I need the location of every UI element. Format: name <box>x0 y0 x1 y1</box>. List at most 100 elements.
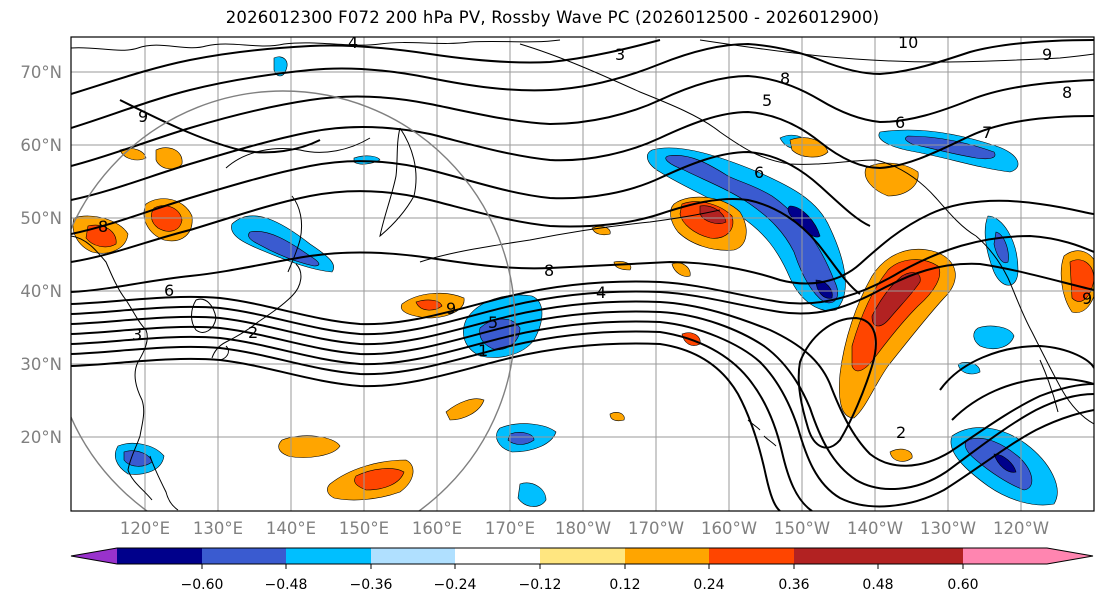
pv-contours <box>71 39 1094 511</box>
lat-label: 50°N <box>20 209 62 228</box>
coastline-okhotsk <box>225 137 371 169</box>
contour-label: 7 <box>982 123 992 142</box>
coastline-sakhalin <box>287 195 303 273</box>
contour-label: 6 <box>895 113 905 132</box>
contour-label: 8 <box>544 261 554 280</box>
neg-anomaly-blob <box>957 362 981 375</box>
colorbar-ticks <box>201 564 964 569</box>
pv-contour-line <box>71 199 1094 293</box>
contour-label: 8 <box>98 217 108 236</box>
pv-contour-line <box>951 376 1094 421</box>
contour-label: 2 <box>248 323 258 342</box>
contour-label: 9 <box>1042 45 1052 64</box>
colorbar-tick-label: −0.24 <box>434 577 477 593</box>
lon-label: 130°E <box>193 519 243 538</box>
contour-label: 6 <box>164 281 174 300</box>
colorbar-outline <box>70 547 1094 565</box>
colorbar-segment <box>709 548 794 564</box>
map-title: 2026012300 F072 200 hPa PV, Rossby Wave … <box>225 8 880 27</box>
coastline-aleutians <box>419 209 721 263</box>
pos-anomaly-blob <box>871 272 921 327</box>
longitude-labels: 120°E 130°E 140°E 150°E 160°E 170°E 180°… <box>120 519 1049 538</box>
lon-label: 140°E <box>266 519 316 538</box>
pos-anomaly-blob <box>155 147 183 170</box>
contour-label: 4 <box>596 283 606 302</box>
lat-label: 70°N <box>20 63 62 82</box>
contour-label: 4 <box>348 33 358 52</box>
colorbar-segment <box>117 548 202 564</box>
pos-anomaly-blob <box>445 398 485 421</box>
pos-anomaly-blob <box>889 448 913 462</box>
contour-label: 10 <box>898 33 918 52</box>
lon-label: 160°W <box>701 519 757 538</box>
lon-label: 180°W <box>555 519 611 538</box>
coastline-japan <box>211 263 302 359</box>
contour-label: 5 <box>762 91 772 110</box>
lat-label: 20°N <box>20 428 62 447</box>
pos-anomaly-blob <box>415 299 443 311</box>
colorbar-segment <box>794 548 878 564</box>
pv-contour-line <box>71 110 1094 201</box>
contour-label: 3 <box>615 45 625 64</box>
neg-anomaly-blob <box>905 135 996 160</box>
lon-label: 140°W <box>847 519 903 538</box>
latitude-labels: 70°N 60°N 50°N 40°N 30°N 20°N <box>20 63 62 447</box>
colorbar-tick-label: −0.36 <box>350 577 393 593</box>
contour-label: 1 <box>478 341 488 360</box>
map-border <box>70 36 1095 512</box>
contour-label: 9 <box>138 107 148 126</box>
pos-anomaly-blob <box>671 262 691 277</box>
lon-label: 150°W <box>774 519 830 538</box>
pos-anomaly-blob <box>354 468 405 491</box>
lon-label: 160°E <box>412 519 462 538</box>
contour-labels: 4 3 10 8 5 9 6 7 8 9 6 8 4 9 5 1 2 6 3 2… <box>98 33 1092 442</box>
pv-contour-line <box>71 39 1094 129</box>
pv-contour-line <box>71 262 1094 336</box>
contour-label: 5 <box>488 313 498 332</box>
neg-anomaly-blob <box>517 482 547 507</box>
lon-label: 120°W <box>993 519 1049 538</box>
colorbar-tick-label: 0.24 <box>693 577 724 593</box>
coastline-korea <box>191 298 217 333</box>
pv-contour-line <box>71 300 1094 467</box>
pos-anomaly-blob <box>789 137 829 158</box>
lat-label: 60°N <box>20 136 62 155</box>
pc-anomaly-fills <box>72 56 1094 507</box>
pv-contour-line <box>71 330 813 511</box>
colorbar-segment <box>286 548 371 564</box>
colorbar: −0.60 −0.48 −0.36 −0.24 −0.12 0.12 0.24 … <box>70 547 1094 593</box>
coastline-alaska <box>519 43 977 237</box>
colorbar-segment <box>455 548 540 564</box>
contour-label: 8 <box>1062 83 1072 102</box>
colorbar-segment <box>540 548 625 564</box>
coastline-philippines <box>149 455 179 511</box>
lon-label: 120°E <box>120 519 170 538</box>
pv-contour-line <box>71 234 1094 326</box>
pv-contour-line <box>71 320 1094 508</box>
pv-contour-line <box>939 344 1094 391</box>
colorbar-tick-label: −0.12 <box>519 577 562 593</box>
lon-label: 150°E <box>339 519 389 538</box>
colorbar-tick-label: 0.36 <box>778 577 809 593</box>
great-circle <box>71 90 516 511</box>
neg-anomaly-blob <box>993 453 1017 473</box>
pos-anomaly-blob <box>609 412 625 422</box>
colorbar-tick-label: 0.48 <box>862 577 893 593</box>
lon-label: 170°E <box>485 519 535 538</box>
coastline-hawaii <box>747 419 777 447</box>
coastline-na-west <box>975 235 1094 425</box>
pv-contour-line <box>71 39 661 95</box>
colorbar-tick-label: 0.12 <box>609 577 640 593</box>
coastline-alaska-north <box>699 39 1094 63</box>
pv-contour-line <box>71 310 1094 490</box>
colorbar-tick-label: −0.48 <box>265 577 308 593</box>
colorbar-segment <box>878 548 963 564</box>
lat-label: 30°N <box>20 355 62 374</box>
colorbar-segment <box>371 548 455 564</box>
pv-contour-line <box>71 342 781 511</box>
contour-label: 3 <box>132 325 142 344</box>
coastline-siberia <box>71 39 561 51</box>
neg-anomaly-blob <box>964 438 1033 491</box>
lon-label: 130°W <box>920 519 976 538</box>
